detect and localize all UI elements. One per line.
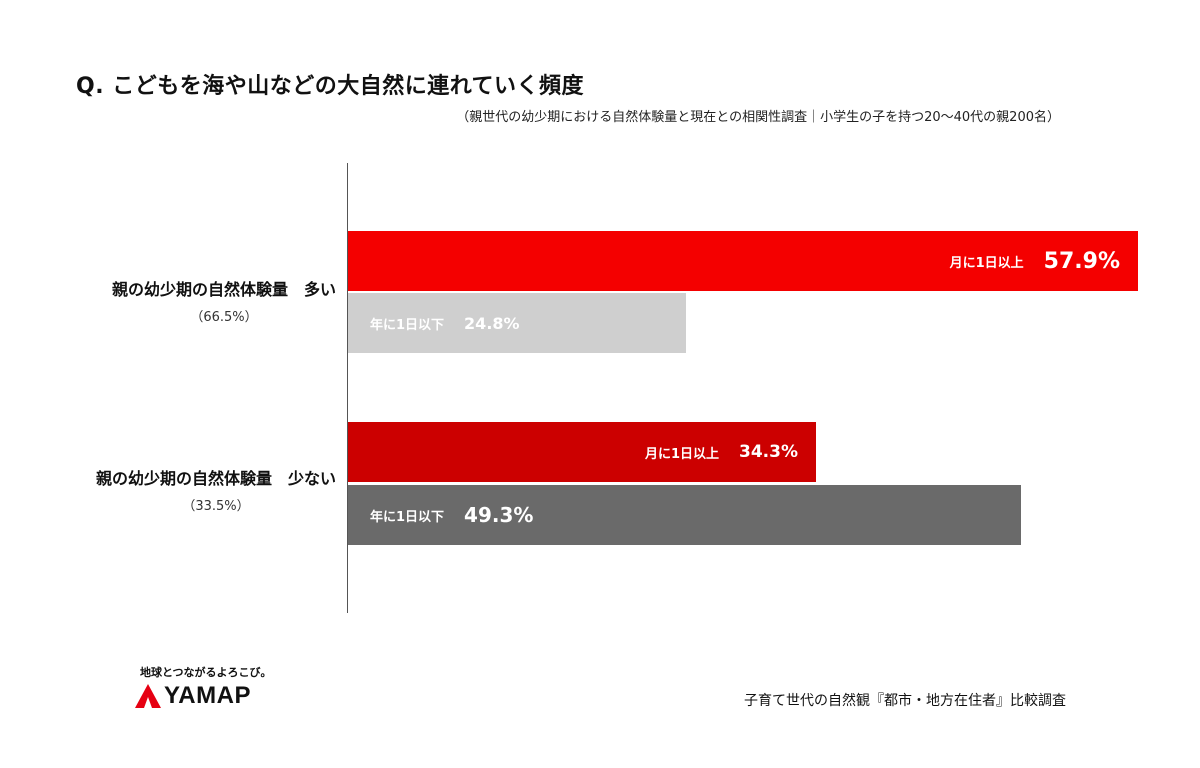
bar-category-label: 月に1日以上 (644, 446, 719, 462)
survey-source: 子育て世代の自然観『都市・地方在住者』比較調査 (744, 693, 1066, 709)
bar-high-monthly: 月に1日以上 57.9% (348, 231, 1138, 291)
group-share: （33.5%） (182, 499, 250, 514)
bar-low-yearly: 年に1日以下 49.3% (348, 485, 1021, 545)
group-label-low: 親の幼少期の自然体験量 少ない （33.5%） (96, 465, 336, 514)
chart-title: Q. こどもを海や山などの大自然に連れていく頻度 (76, 74, 585, 99)
bar-category-label: 年に1日以下 (370, 317, 445, 333)
logo-text: YAMAP (164, 682, 251, 709)
group-name: 親の幼少期の自然体験量 少ない (95, 469, 336, 488)
bar-value-label: 49.3% (464, 503, 534, 527)
bar-value-label: 24.8% (464, 313, 520, 333)
mountain-logo-icon (135, 684, 161, 708)
group-share: （66.5%） (190, 310, 258, 325)
group-name: 親の幼少期の自然体験量 多い (111, 280, 336, 299)
bar-category-label: 年に1日以下 (370, 509, 445, 525)
bar-high-yearly: 年に1日以下 24.8% (348, 293, 687, 353)
group-label-high: 親の幼少期の自然体験量 多い （66.5%） (112, 276, 336, 325)
chart-subtitle: （親世代の幼少期における自然体験量と現在との相関性調査｜小学生の子を持つ20〜4… (456, 110, 1060, 125)
yamap-logo: YAMAP (134, 682, 251, 710)
y-axis-line (347, 163, 348, 613)
bar-value-label: 57.9% (1043, 248, 1120, 274)
bar-category-label: 月に1日以上 (949, 255, 1024, 271)
bar-value-label: 34.3% (739, 442, 798, 462)
brand-tagline: 地球とつながるよろこび。 (140, 666, 272, 679)
bar-low-monthly: 月に1日以上 34.3% (348, 422, 816, 482)
